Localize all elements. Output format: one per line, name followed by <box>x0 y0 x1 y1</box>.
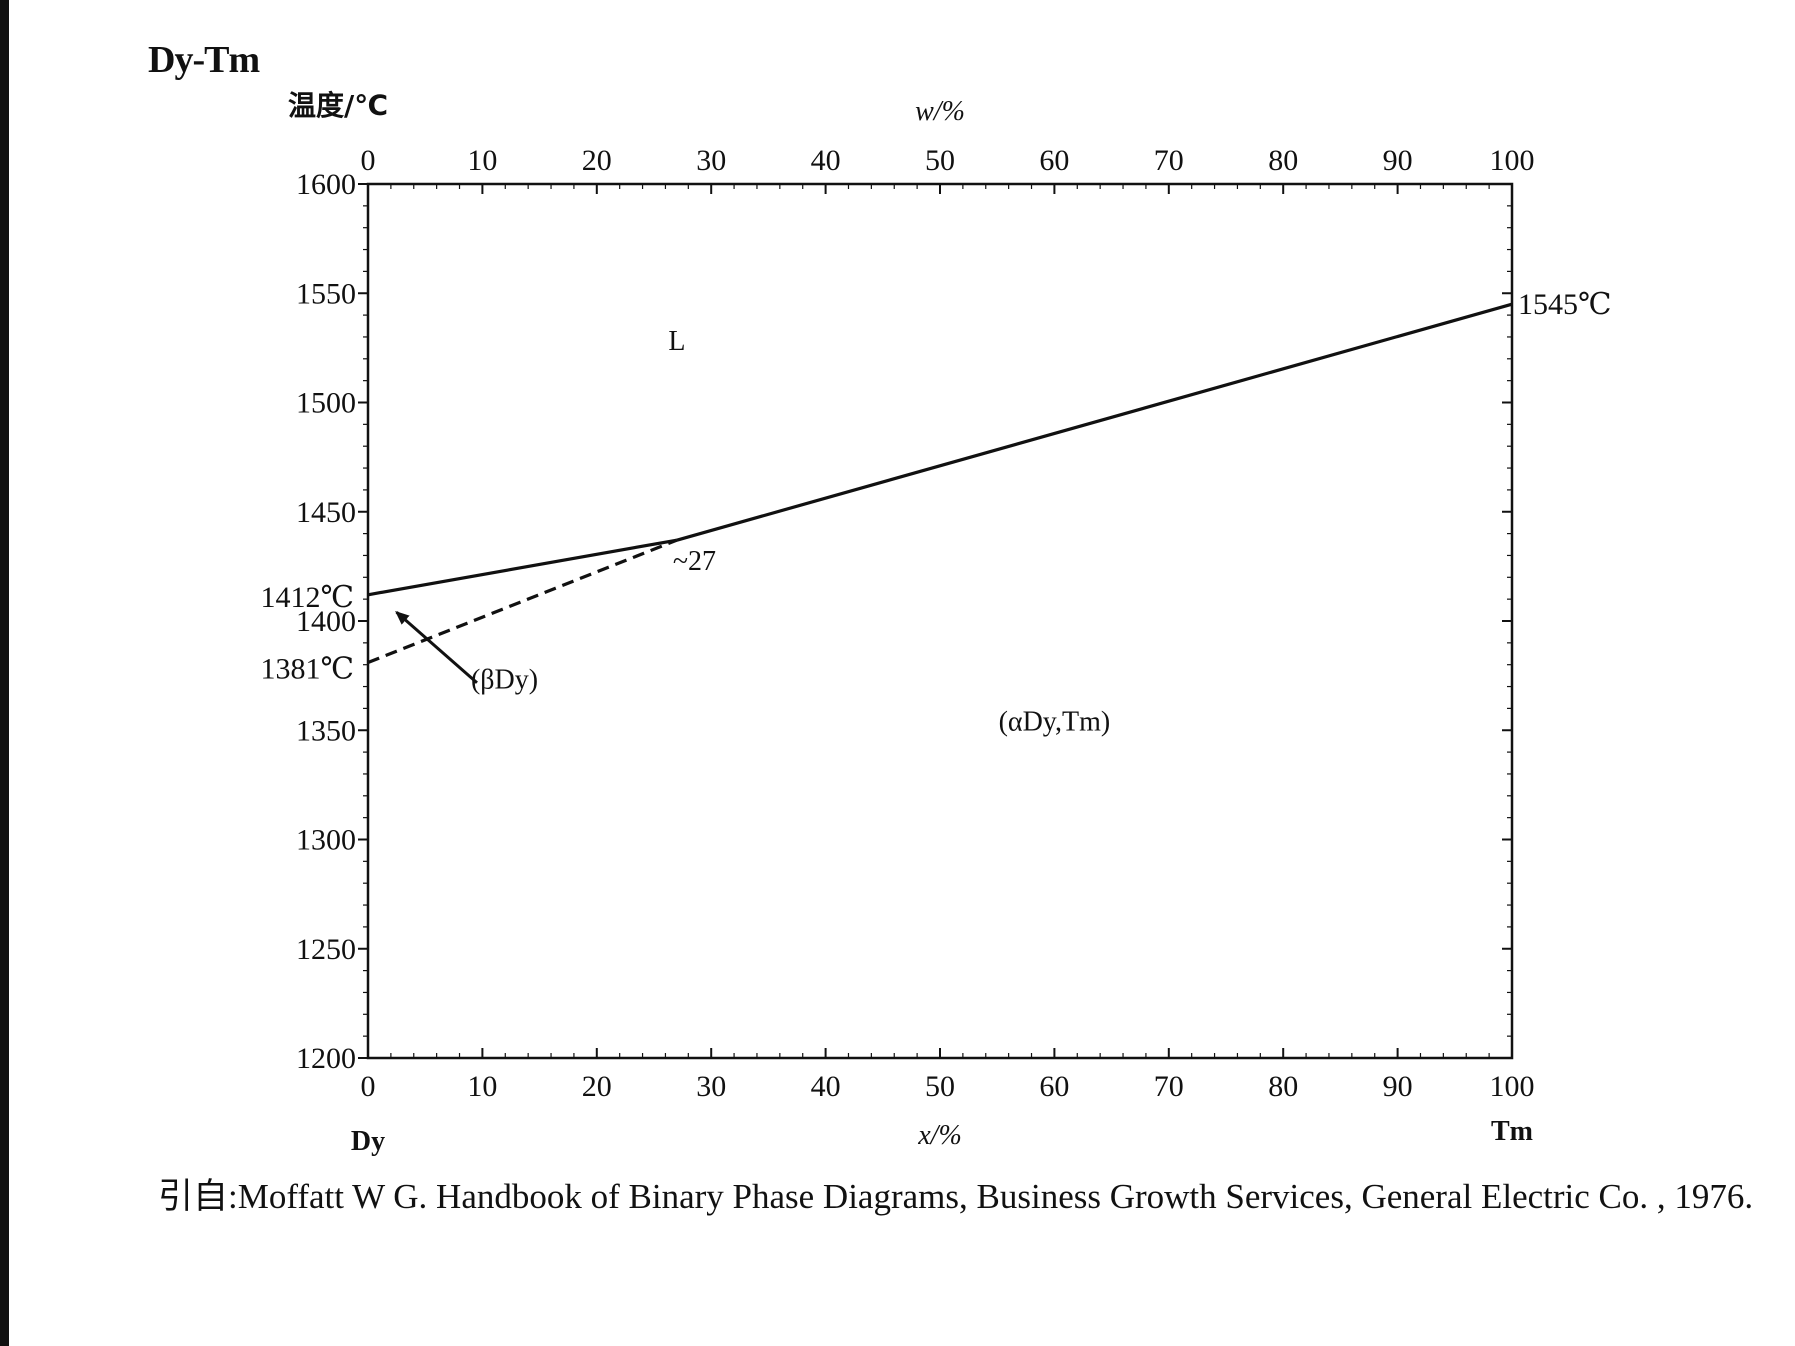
x-top-tick-label: 60 <box>1039 144 1069 177</box>
citation: 引自:Moffatt W G. Handbook of Binary Phase… <box>158 1177 1754 1216</box>
x-bottom-tick-label: 30 <box>696 1070 726 1103</box>
x-bottom-tick-label: 50 <box>925 1070 955 1103</box>
chart-title: Dy-Tm <box>148 39 260 81</box>
x-top-tick-label: 90 <box>1383 144 1413 177</box>
y-tick-label: 1550 <box>296 277 356 310</box>
y-tick-label: 1500 <box>296 387 356 420</box>
x-top-tick-label: 50 <box>925 144 955 177</box>
y-tick-label: 1250 <box>296 933 356 966</box>
x-bottom-tick-label: 40 <box>811 1070 841 1103</box>
x-bottom-tick-label: 90 <box>1383 1070 1413 1103</box>
x-top-tick-label: 80 <box>1268 144 1298 177</box>
label-1412: 1412℃ <box>260 581 354 614</box>
x-top-tick-label: 30 <box>696 144 726 177</box>
x-top-tick-label: 40 <box>811 144 841 177</box>
beta-dy-arrow <box>395 610 478 684</box>
x-top-axis-label: w/% <box>915 96 965 127</box>
label-1545: 1545℃ <box>1518 288 1612 321</box>
x-bottom-tick-label: 60 <box>1039 1070 1069 1103</box>
x-bottom-axis-label: x/% <box>917 1120 962 1151</box>
plot-frame <box>366 182 1514 1060</box>
x-bottom-tick-label: 70 <box>1154 1070 1184 1103</box>
dashed-phase-boundary <box>367 538 678 665</box>
scan-edge <box>0 0 9 1346</box>
y-tick-label: 1450 <box>296 496 356 529</box>
y-tick-label: 1300 <box>296 824 356 857</box>
x-top-tick-label: 70 <box>1154 144 1184 177</box>
y-tick-label: 1400 <box>296 605 356 638</box>
label-junction: ~27 <box>673 546 716 577</box>
x-bottom-tick-label: 10 <box>467 1070 497 1103</box>
x-bottom-tick-label: 100 <box>1490 1070 1535 1103</box>
x-bottom-tick-label: 80 <box>1268 1070 1298 1103</box>
label-solid-solution: (αDy,Tm) <box>999 706 1111 737</box>
y-tick-label: 1600 <box>296 168 356 201</box>
x-top-tick-label: 0 <box>361 144 376 177</box>
solid-phase-boundary <box>676 302 1513 542</box>
x-bottom-tick-label: 20 <box>582 1070 612 1103</box>
label-1381: 1381℃ <box>260 653 354 686</box>
label-beta-dy: (βDy) <box>471 665 538 696</box>
y-tick-label: 1350 <box>296 714 356 747</box>
y-axis-label: 温度/℃ <box>288 89 389 122</box>
x-top-tick-label: 20 <box>582 144 612 177</box>
label-liquid: L <box>668 326 685 357</box>
solid-phase-boundary <box>367 538 678 597</box>
left-element-label: Dy <box>351 1126 385 1157</box>
right-element-label: Tm <box>1491 1116 1533 1147</box>
x-top-tick-label: 10 <box>467 144 497 177</box>
x-bottom-tick-label: 0 <box>361 1070 376 1103</box>
x-top-tick-label: 100 <box>1490 144 1535 177</box>
y-tick-label: 1200 <box>296 1042 356 1075</box>
